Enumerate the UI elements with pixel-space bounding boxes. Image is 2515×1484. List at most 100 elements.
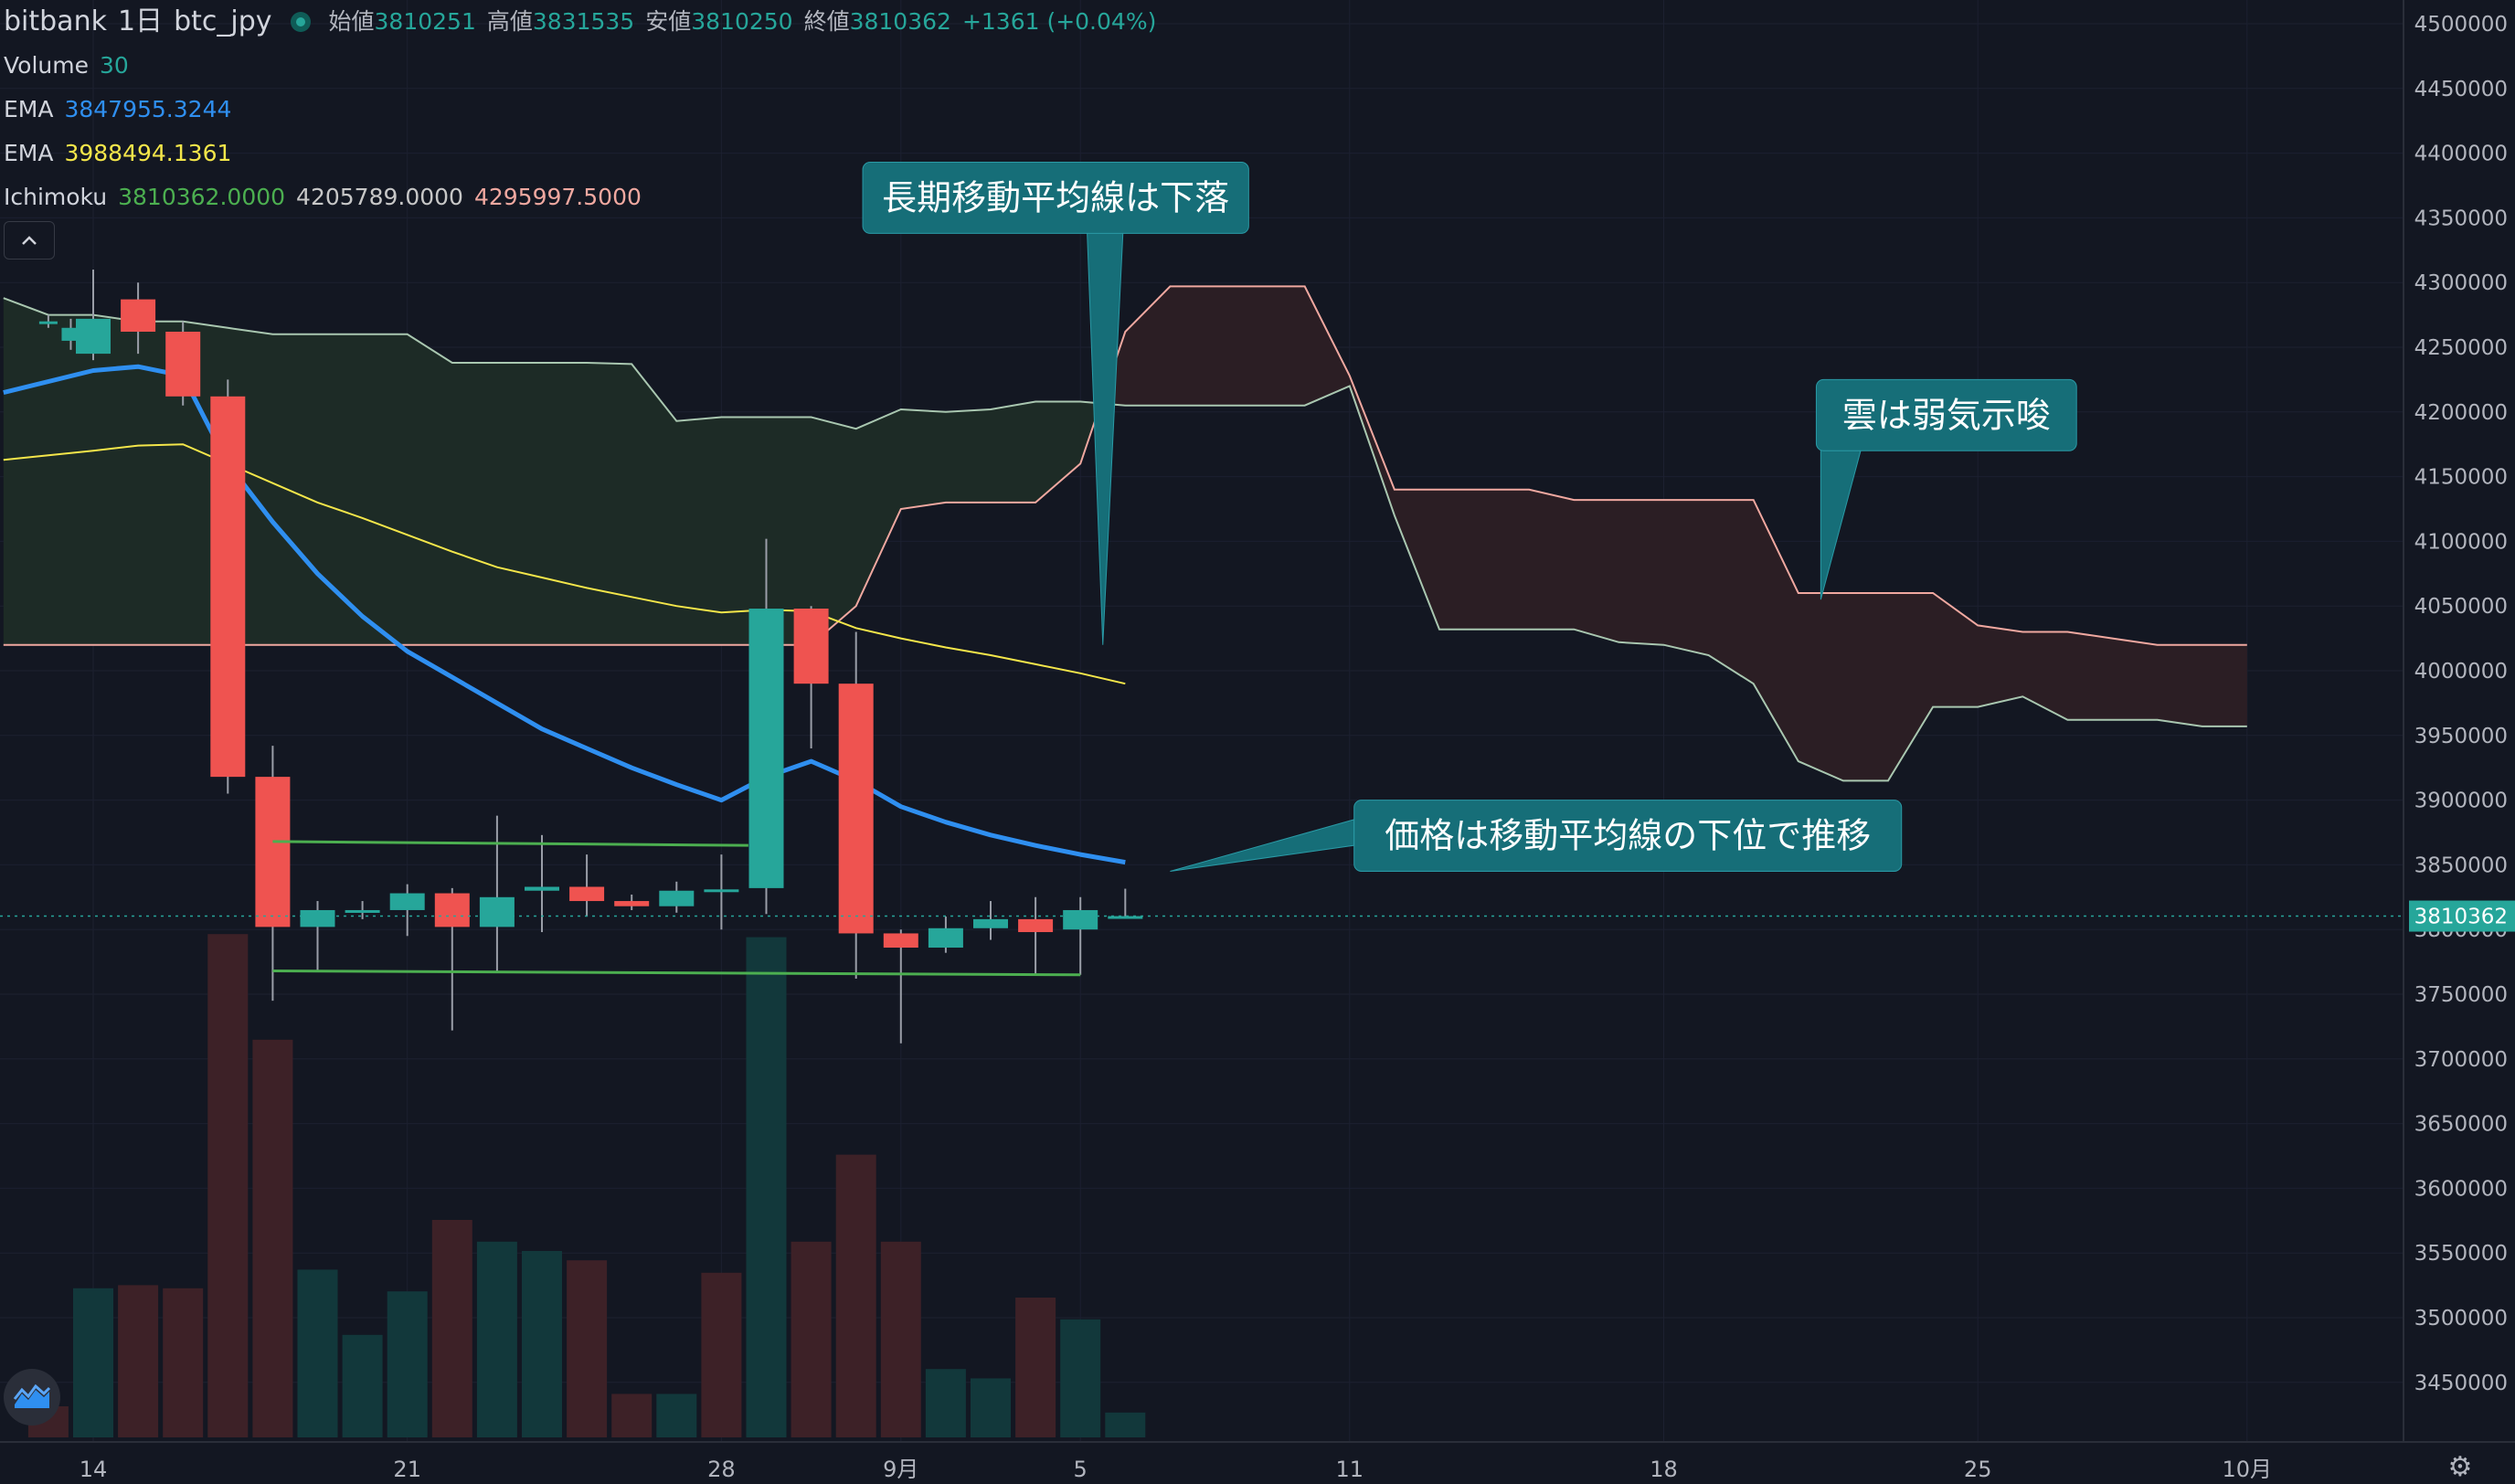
- volume-bar: [342, 1334, 383, 1437]
- price-tick-label: 3700000: [2414, 1048, 2508, 1072]
- tradingview-logo-icon[interactable]: [4, 1369, 60, 1426]
- price-tick-label: 4500000: [2414, 13, 2508, 37]
- volume-bar: [252, 1039, 293, 1437]
- gear-icon[interactable]: ⚙: [2447, 1451, 2473, 1483]
- annotation-callout[interactable]: 価格は移動平均線の下位で推移: [1170, 800, 1903, 872]
- price-tick-label: 4250000: [2414, 336, 2508, 360]
- volume-bar: [163, 1288, 204, 1437]
- candle[interactable]: [165, 321, 201, 406]
- ichimoku-value-3: 4295997.5000: [473, 184, 642, 210]
- volume-bar: [522, 1251, 562, 1437]
- candle[interactable]: [255, 746, 291, 1002]
- candle-body: [569, 886, 605, 902]
- price-tick-label: 3500000: [2414, 1307, 2508, 1330]
- current-price-badge[interactable]: [2409, 900, 2515, 932]
- chart-legend: bitbank 1日 btc_jpy 始値 3810251 高値 3831535 安…: [4, 0, 1283, 219]
- candle[interactable]: [389, 884, 425, 937]
- candle[interactable]: [300, 901, 335, 971]
- price-axis[interactable]: 3450000 3500000 3550000 3600000 3650000 37000…: [2403, 0, 2515, 1484]
- candle[interactable]: [883, 929, 918, 1044]
- volume-bar: [701, 1272, 742, 1437]
- ema-short-legend[interactable]: EMA 3847955.3244: [4, 88, 1283, 132]
- support-line: [272, 970, 1081, 977]
- candle[interactable]: [210, 379, 246, 794]
- price-tick-label: 4400000: [2414, 143, 2508, 166]
- candle-body: [479, 896, 515, 928]
- low-value: 3810250: [691, 8, 793, 35]
- candle[interactable]: [748, 538, 784, 915]
- high-value: 3831535: [532, 8, 635, 35]
- candle-body: [76, 318, 111, 355]
- candle-body: [659, 890, 695, 906]
- candle[interactable]: [659, 881, 695, 913]
- candle[interactable]: [434, 887, 470, 1031]
- ichimoku-cloud: [3, 285, 2247, 782]
- ema-long-legend[interactable]: EMA 3988494.1361: [4, 132, 1283, 175]
- candle[interactable]: [928, 917, 963, 953]
- candle[interactable]: [1018, 896, 1054, 975]
- ichimoku-value-2: 4205789.0000: [296, 184, 463, 210]
- time-axis[interactable]: 14 21 28 9月 5 11 18 25 10月: [0, 1441, 2515, 1482]
- candle[interactable]: [614, 894, 650, 910]
- callout-box: [1815, 378, 2077, 451]
- price-tick-label: 3950000: [2414, 725, 2508, 748]
- volume-bars: [27, 934, 1146, 1437]
- candle[interactable]: [479, 815, 515, 971]
- ema-short-value: 3847955.3244: [64, 96, 232, 122]
- interval-label[interactable]: 1日: [117, 5, 164, 37]
- time-tick-label: 5: [1074, 1457, 1088, 1482]
- symbol-name[interactable]: btc_jpy: [174, 5, 272, 37]
- ichimoku-legend[interactable]: Ichimoku 3810362.0000 4205789.0000 42959…: [4, 175, 1283, 219]
- callout-box: [862, 162, 1249, 234]
- candlesticks[interactable]: [38, 270, 1143, 1044]
- candle-body: [704, 889, 739, 893]
- collapse-legend-button[interactable]: [4, 221, 55, 260]
- price-tick-label: 3450000: [2414, 1372, 2508, 1395]
- volume-bar: [73, 1288, 113, 1437]
- candle-body: [300, 909, 335, 928]
- time-tick-label: 14: [80, 1457, 108, 1482]
- candle-body: [614, 901, 650, 906]
- candle[interactable]: [76, 270, 111, 361]
- candle[interactable]: [345, 901, 380, 919]
- candle[interactable]: [121, 282, 156, 355]
- candle-body: [1063, 909, 1098, 930]
- candle[interactable]: [1063, 896, 1098, 975]
- candle[interactable]: [61, 318, 80, 350]
- price-tick-label: 3850000: [2414, 853, 2508, 877]
- volume-bar: [1015, 1298, 1056, 1437]
- candle-body: [165, 332, 201, 397]
- annotation-callout[interactable]: 長期移動平均線は下落: [862, 162, 1249, 645]
- candle[interactable]: [973, 901, 1008, 940]
- current-price-label: 3810362: [2414, 906, 2508, 929]
- candle[interactable]: [569, 854, 605, 917]
- volume-bar: [387, 1291, 428, 1437]
- candle[interactable]: [38, 314, 58, 328]
- callout-text: 長期移動平均線は下落: [882, 177, 1229, 217]
- candle[interactable]: [793, 606, 829, 748]
- cloud-bearish: [1102, 286, 2247, 781]
- volume-legend[interactable]: Volume 30: [4, 44, 1283, 88]
- close-label: 終値: [803, 8, 850, 35]
- ema-long-name: EMA: [4, 140, 54, 166]
- candle[interactable]: [838, 631, 874, 980]
- volume-bar: [791, 1241, 832, 1437]
- candle[interactable]: [1108, 888, 1143, 919]
- volume-name: Volume: [4, 52, 89, 79]
- close-value: 3810362: [849, 8, 951, 35]
- price-tick-label: 4050000: [2414, 595, 2508, 619]
- price-tick-label: 3650000: [2414, 1113, 2508, 1137]
- annotation-callout[interactable]: 雲は弱気示唆: [1815, 378, 2077, 600]
- volume-bar: [207, 934, 249, 1437]
- callout-text: 雲は弱気示唆: [1842, 395, 2051, 435]
- price-axis-background: [2404, 0, 2515, 1484]
- support-lines: [0, 840, 2404, 977]
- candle-body: [838, 684, 874, 934]
- candle-body: [748, 609, 784, 888]
- cloud-bullish: [3, 298, 1101, 645]
- exchange-name[interactable]: bitbank: [4, 5, 107, 37]
- volume-bar: [476, 1241, 517, 1437]
- candle[interactable]: [704, 854, 739, 930]
